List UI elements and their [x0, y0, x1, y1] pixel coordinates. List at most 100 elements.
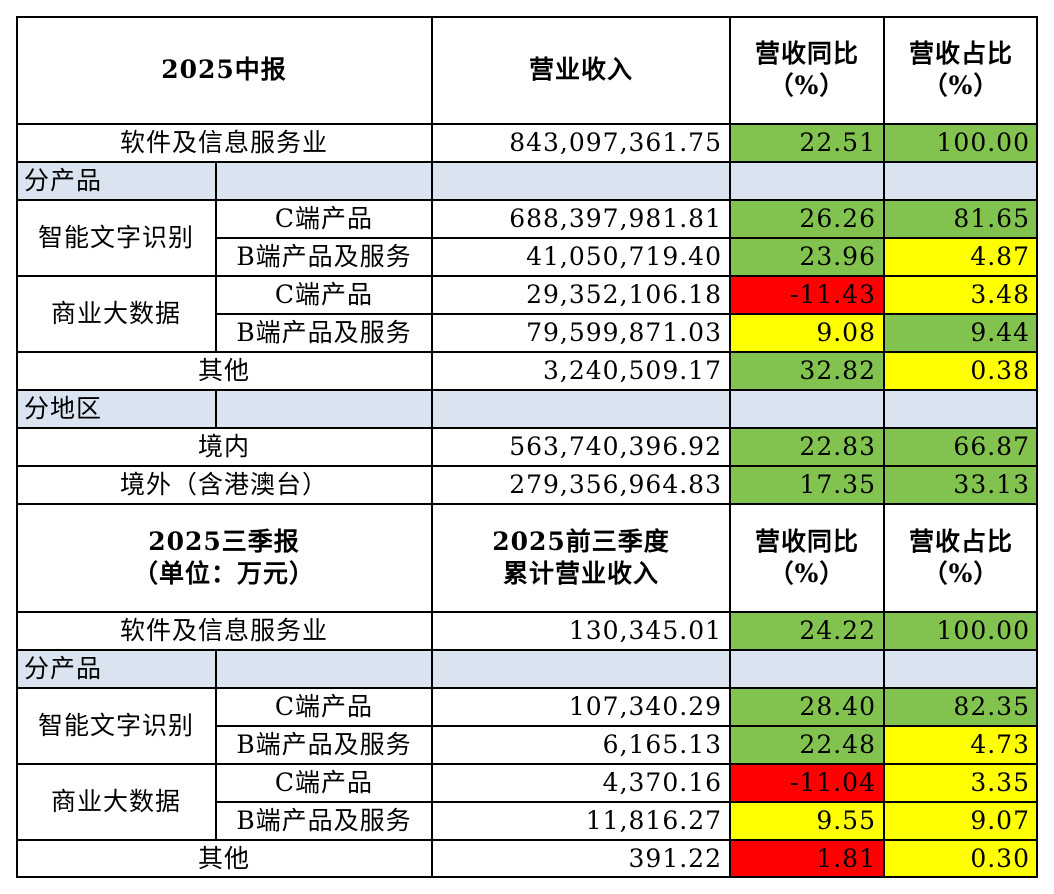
share-value: 9.07 [884, 802, 1038, 840]
share-value: 100.00 [884, 612, 1038, 650]
header-yoy: 营收同比 （%） [730, 16, 884, 124]
grid-line [16, 275, 1038, 277]
yoy-value: 9.08 [730, 314, 884, 352]
share-value: 3.48 [884, 276, 1038, 314]
grid-line [16, 427, 1038, 429]
grid-line [216, 313, 1038, 315]
header-text: 营收同比 [754, 38, 859, 68]
share-value: 4.73 [884, 726, 1038, 764]
header-text: 营收占比 [908, 38, 1013, 68]
row-label-other: 其他 [197, 356, 250, 386]
row-label-total: 软件及信息服务业 [119, 128, 328, 158]
revenue-value: 130,345.01 [568, 616, 722, 646]
yoy-value: 22.83 [730, 428, 884, 466]
grid-line [883, 16, 885, 878]
header-text: 累计营业收入 [502, 559, 659, 588]
grid-line [729, 16, 731, 878]
header-revenue: 2025前三季度 累计营业收入 [432, 504, 730, 612]
sub-label-b: B端产品及服务 [236, 806, 412, 836]
revenue-table: 2025中报 营业收入 营收同比 （%） 营收占比 （%） 软件及信息服务业 843… [16, 16, 1038, 878]
header-unit: （%） [922, 559, 1000, 588]
yoy-value: 17.35 [730, 466, 884, 504]
yoy-value: 22.51 [730, 124, 884, 162]
header-unit: （单位：万元） [132, 559, 315, 588]
header-yoy: 营收同比 （%） [730, 504, 884, 612]
section-by-product: 分产品 [16, 162, 216, 200]
row-label-total: 软件及信息服务业 [119, 616, 328, 646]
row-label-other: 其他 [197, 844, 250, 874]
revenue-value: 29,352,106.18 [526, 280, 722, 310]
sub-label-c: C端产品 [274, 768, 374, 798]
yoy-value: 22.48 [730, 726, 884, 764]
grid-line [16, 763, 1038, 765]
share-value: 9.44 [884, 314, 1038, 352]
revenue-value: 279,356,964.83 [509, 470, 722, 500]
grid-line [431, 16, 433, 878]
revenue-value: 688,397,981.81 [509, 204, 722, 234]
yoy-value: 9.55 [730, 802, 884, 840]
grid-line [16, 351, 1038, 353]
revenue-value: 79,599,871.03 [526, 318, 722, 348]
share-value: 3.35 [884, 764, 1038, 802]
grid-line [16, 876, 1038, 878]
section-fill [216, 162, 1038, 200]
yoy-value: 32.82 [730, 352, 884, 390]
sub-label-b: B端产品及服务 [236, 242, 412, 272]
share-value: 100.00 [884, 124, 1038, 162]
grid-line [216, 237, 1038, 239]
share-value: 82.35 [884, 688, 1038, 726]
yoy-value: 28.40 [730, 688, 884, 726]
grid-line [16, 161, 1038, 163]
yoy-value: 1.81 [730, 840, 884, 878]
yoy-value: -11.04 [730, 764, 884, 802]
sub-label-b: B端产品及服务 [236, 730, 412, 760]
grid-line [215, 161, 217, 353]
header-unit: （%） [768, 71, 846, 100]
grid-line [16, 389, 1038, 391]
header-report-period: 2025三季报 （单位：万元） [16, 504, 432, 612]
header-text: 2025三季报 [148, 526, 300, 556]
grid-line [16, 199, 1038, 201]
group-label-bigdata: 商业大数据 [50, 787, 181, 817]
group-label-bigdata: 商业大数据 [50, 299, 181, 329]
share-value: 0.30 [884, 840, 1038, 878]
header-text: 营收同比 [754, 526, 859, 556]
sub-label-c: C端产品 [274, 204, 374, 234]
grid-line [215, 389, 217, 429]
grid-line [16, 123, 1038, 125]
yoy-value: 26.26 [730, 200, 884, 238]
header-unit: （%） [922, 71, 1000, 100]
share-value: 0.38 [884, 352, 1038, 390]
revenue-value: 391.22 [628, 844, 722, 874]
grid-line [16, 611, 1038, 613]
row-label-overseas: 境外（含港澳台） [119, 470, 328, 500]
header-text: 2025前三季度 [492, 526, 670, 556]
grid-line [16, 839, 1038, 841]
header-text: 2025中报 [161, 54, 287, 84]
grid-line [216, 801, 1038, 803]
share-value: 81.65 [884, 200, 1038, 238]
yoy-value: 23.96 [730, 238, 884, 276]
revenue-value: 3,240,509.17 [543, 356, 722, 386]
revenue-value: 107,340.29 [568, 692, 722, 722]
sub-label-c: C端产品 [274, 692, 374, 722]
header-share: 营收占比 （%） [884, 16, 1038, 124]
yoy-value: -11.43 [730, 276, 884, 314]
header-unit: （%） [768, 559, 846, 588]
group-label-ocr: 智能文字识别 [37, 223, 194, 253]
revenue-value: 563,740,396.92 [509, 432, 722, 462]
section-by-region: 分地区 [16, 390, 216, 428]
yoy-value: 24.22 [730, 612, 884, 650]
grid-line [16, 465, 1038, 467]
revenue-value: 843,097,361.75 [509, 128, 722, 158]
revenue-value: 11,816.27 [585, 806, 722, 836]
revenue-value: 6,165.13 [602, 730, 722, 760]
share-value: 66.87 [884, 428, 1038, 466]
header-revenue: 营业收入 [432, 16, 730, 124]
header-share: 营收占比 （%） [884, 504, 1038, 612]
grid-line [215, 649, 217, 841]
share-value: 33.13 [884, 466, 1038, 504]
sub-label-c: C端产品 [274, 280, 374, 310]
header-text: 营收占比 [908, 526, 1013, 556]
grid-line [16, 649, 1038, 651]
